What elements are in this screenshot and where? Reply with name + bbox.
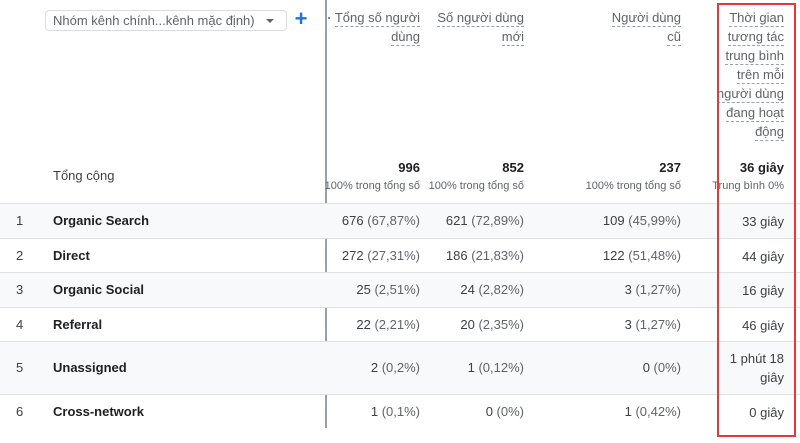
table-row[interactable]: 1 Organic Search 676 (67,87%) 621 (72,89…	[0, 203, 800, 238]
cell-returning-users: 3 (1,27%)	[624, 282, 681, 297]
cell-engagement-time: 0 giây	[749, 405, 784, 420]
table-row[interactable]: 3 Organic Social 25 (2,51%) 24 (2,82%) 3…	[0, 272, 800, 307]
cell-new-users: 1 (0,12%)	[467, 360, 524, 375]
total-returning-users: 237 100% trong tổng số	[585, 160, 681, 192]
cell-engagement-time: 46 giây	[742, 318, 784, 333]
header-total-users[interactable]: Tổng số người dùng	[334, 10, 420, 46]
cell-total-users: 272 (27,31%)	[341, 248, 420, 263]
table-row[interactable]: 6 Cross-network 1 (0,1%) 0 (0%) 1 (0,42%…	[0, 394, 800, 428]
cell-total-users: 25 (2,51%)	[356, 282, 420, 297]
cell-total-users: 22 (2,21%)	[356, 317, 420, 332]
channel-name: Referral	[53, 317, 103, 332]
cell-new-users: 0 (0%)	[485, 404, 524, 419]
channel-name: Organic Search	[53, 213, 150, 228]
channel-name: Organic Social	[53, 282, 145, 297]
cell-returning-users: 0 (0%)	[642, 360, 681, 375]
header-new-users[interactable]: Số người dùng mới	[437, 10, 524, 46]
cell-returning-users: 1 (0,42%)	[624, 404, 681, 419]
table-row[interactable]: 2 Direct 272 (27,31%) 186 (21,83%) 122 (…	[0, 238, 800, 272]
row-index: 6	[16, 404, 24, 419]
cell-engagement-time: 16 giây	[742, 283, 784, 298]
cell-engagement-time: 44 giây	[742, 249, 784, 264]
cell-returning-users: 109 (45,99%)	[602, 213, 681, 228]
dimension-selector-label: Nhóm kênh chính...kênh mặc định)	[53, 13, 255, 28]
total-avg-engagement-time: 36 giây Trung bình 0%	[712, 160, 784, 192]
total-total-users: 996 100% trong tổng số	[324, 160, 420, 192]
cell-total-users: 1 (0,1%)	[370, 404, 420, 419]
cell-new-users: 20 (2,35%)	[460, 317, 524, 332]
row-index: 1	[16, 213, 24, 228]
column-resize-handle[interactable]	[328, 17, 330, 19]
cell-total-users: 2 (0,2%)	[370, 360, 420, 375]
cell-total-users: 676 (67,87%)	[341, 213, 420, 228]
cell-new-users: 186 (21,83%)	[445, 248, 524, 263]
cell-new-users: 621 (72,89%)	[445, 213, 524, 228]
header-returning-users[interactable]: Người dùng cũ	[611, 10, 681, 46]
channel-name: Cross-network	[53, 404, 145, 419]
cell-returning-users: 3 (1,27%)	[624, 317, 681, 332]
row-index: 5	[16, 360, 24, 375]
channel-name: Direct	[53, 248, 90, 263]
cell-engagement-time: 1 phút 18 giây	[729, 351, 784, 385]
cell-returning-users: 122 (51,48%)	[602, 248, 681, 263]
dropdown-caret-icon	[266, 18, 274, 23]
totals-label: Tổng cộng	[53, 168, 115, 183]
data-table-body: 1 Organic Search 676 (67,87%) 621 (72,89…	[0, 203, 800, 428]
table-row[interactable]: 4 Referral 22 (2,21%) 20 (2,35%) 3 (1,27…	[0, 307, 800, 341]
total-new-users: 852 100% trong tổng số	[428, 160, 524, 192]
channel-name: Unassigned	[53, 360, 127, 375]
table-row[interactable]: 5 Unassigned 2 (0,2%) 1 (0,12%) 0 (0%) 1…	[0, 341, 800, 394]
row-index: 4	[16, 317, 24, 332]
row-index: 2	[16, 248, 24, 263]
add-dimension-button[interactable]: +	[294, 6, 308, 31]
cell-engagement-time: 33 giây	[742, 214, 784, 229]
dimension-selector[interactable]: Nhóm kênh chính...kênh mặc định)	[45, 10, 287, 31]
cell-new-users: 24 (2,82%)	[460, 282, 524, 297]
row-index: 3	[16, 282, 24, 297]
header-avg-engagement-time[interactable]: Thời gian tương tác trung bình trên mỗi …	[716, 10, 784, 141]
